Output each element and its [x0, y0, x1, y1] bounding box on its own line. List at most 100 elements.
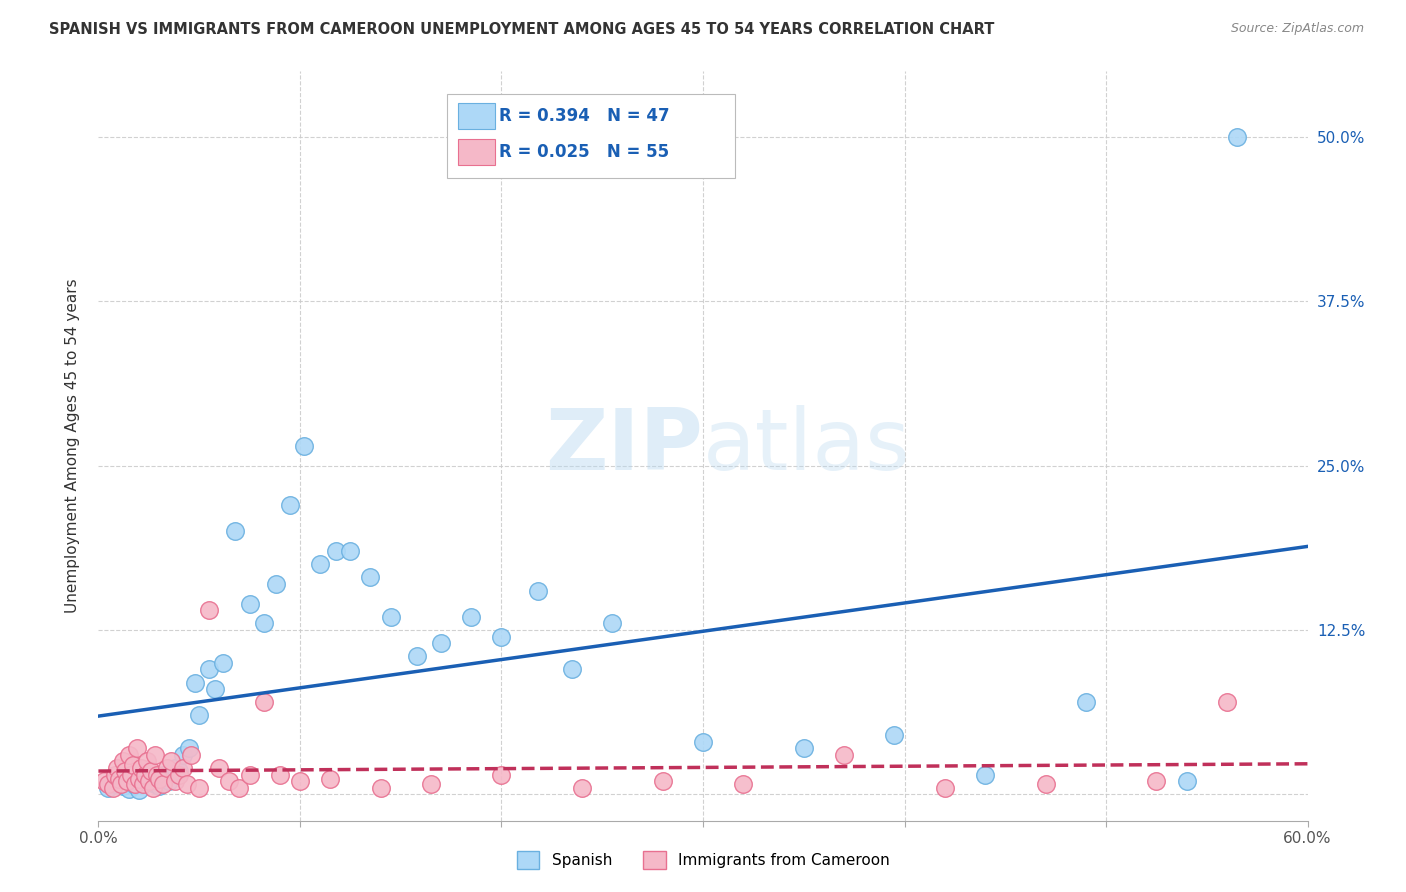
Point — [460, 610, 482, 624]
Point — [526, 583, 548, 598]
Point — [142, 780, 165, 795]
Point — [1175, 774, 1198, 789]
Point — [339, 544, 361, 558]
Point — [793, 741, 815, 756]
Point — [184, 675, 207, 690]
Point — [974, 767, 997, 781]
Text: SPANISH VS IMMIGRANTS FROM CAMEROON UNEMPLOYMENT AMONG AGES 45 TO 54 YEARS CORRE: SPANISH VS IMMIGRANTS FROM CAMEROON UNEM… — [49, 22, 994, 37]
Point — [292, 439, 315, 453]
Point — [93, 774, 115, 789]
Point — [1035, 777, 1057, 791]
Point — [172, 747, 194, 762]
Point — [114, 764, 136, 778]
Point — [1146, 774, 1168, 789]
Point — [111, 755, 134, 769]
Point — [163, 774, 186, 789]
Point — [97, 777, 120, 791]
Point — [143, 777, 166, 791]
Point — [148, 780, 170, 794]
Point — [107, 774, 129, 789]
Point — [561, 663, 583, 677]
Point — [121, 758, 143, 772]
Point — [135, 755, 157, 769]
Point — [179, 741, 201, 756]
Point — [491, 767, 513, 781]
Point — [120, 767, 142, 781]
Legend: Spanish, Immigrants from Cameroon: Spanish, Immigrants from Cameroon — [516, 851, 890, 869]
Point — [129, 761, 152, 775]
Point — [733, 777, 755, 791]
Point — [288, 774, 311, 789]
Point — [138, 774, 160, 789]
Point — [360, 570, 382, 584]
Point — [832, 747, 855, 762]
Point — [118, 782, 141, 797]
Point — [571, 780, 593, 795]
Point — [146, 767, 169, 781]
Point — [239, 597, 262, 611]
Point — [124, 778, 146, 792]
Point — [134, 767, 156, 781]
Point — [115, 774, 138, 789]
Point — [128, 772, 150, 786]
Y-axis label: Unemployment Among Ages 45 to 54 years: Unemployment Among Ages 45 to 54 years — [65, 278, 80, 614]
Point — [253, 695, 276, 709]
Text: Source: ZipAtlas.com: Source: ZipAtlas.com — [1230, 22, 1364, 36]
Point — [491, 630, 513, 644]
Point — [602, 616, 624, 631]
Point — [103, 777, 125, 791]
Point — [198, 603, 221, 617]
Point — [111, 780, 134, 794]
Point — [208, 761, 231, 775]
Point — [264, 577, 287, 591]
Point — [156, 761, 179, 775]
Point — [157, 774, 180, 789]
Point — [253, 616, 276, 631]
Point — [269, 767, 291, 781]
Point — [152, 767, 174, 781]
Point — [138, 772, 160, 786]
Point — [883, 728, 905, 742]
Point — [180, 747, 202, 762]
Point — [188, 708, 211, 723]
Text: R = 0.394   N = 47: R = 0.394 N = 47 — [499, 107, 669, 125]
Point — [198, 663, 221, 677]
Point — [124, 777, 146, 791]
Point — [420, 777, 443, 791]
Point — [319, 772, 342, 786]
Point — [148, 772, 170, 786]
Point — [143, 747, 166, 762]
Point — [132, 777, 155, 791]
Point — [125, 741, 148, 756]
Point — [167, 767, 190, 781]
Point — [651, 774, 673, 789]
Point — [107, 772, 129, 786]
Point — [1226, 130, 1249, 145]
Point — [172, 761, 194, 775]
Point — [167, 764, 190, 778]
Point — [1074, 695, 1097, 709]
Point — [370, 780, 392, 795]
Point — [152, 777, 174, 791]
Point — [218, 774, 240, 789]
Text: R = 0.025   N = 55: R = 0.025 N = 55 — [499, 143, 669, 161]
Point — [204, 682, 226, 697]
Point — [128, 783, 150, 797]
Point — [139, 764, 162, 778]
Point — [228, 780, 250, 795]
Point — [101, 780, 124, 795]
Point — [278, 498, 301, 512]
Point — [212, 656, 235, 670]
Point — [224, 524, 246, 539]
Point — [163, 761, 186, 775]
Point — [1216, 695, 1239, 709]
Point — [110, 777, 132, 791]
Point — [105, 761, 128, 775]
Point — [430, 636, 453, 650]
Point — [118, 747, 141, 762]
Point — [160, 755, 183, 769]
Point — [188, 780, 211, 795]
Text: ZIP: ZIP — [546, 404, 703, 488]
Point — [405, 649, 427, 664]
Point — [380, 610, 402, 624]
